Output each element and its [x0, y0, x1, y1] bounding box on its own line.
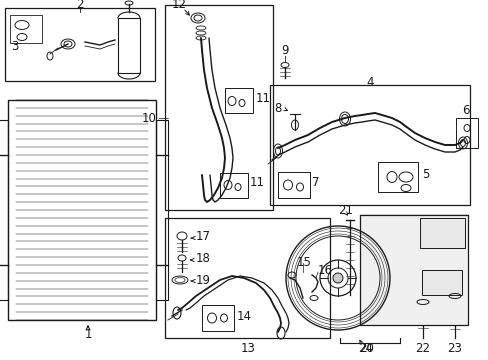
Bar	[419, 218, 464, 248]
Text: 3: 3	[11, 40, 19, 53]
Bar	[8, 100, 156, 320]
Bar	[220, 173, 247, 198]
Bar	[224, 88, 252, 113]
Text: 16: 16	[317, 264, 332, 276]
Text: 14: 14	[237, 310, 251, 323]
Text: 15: 15	[296, 256, 311, 269]
Bar	[10, 15, 42, 43]
Text: 12: 12	[172, 0, 186, 12]
Bar	[118, 18, 140, 73]
Text: 18: 18	[196, 252, 210, 265]
Bar	[202, 305, 234, 331]
Text: 2: 2	[76, 0, 83, 12]
Text: 17: 17	[196, 230, 210, 243]
Text: 7: 7	[311, 176, 319, 189]
Bar	[278, 172, 309, 198]
Bar	[377, 162, 417, 192]
Bar	[359, 215, 467, 325]
Text: 23: 23	[447, 342, 462, 355]
Text: 10: 10	[142, 112, 157, 125]
Bar	[164, 218, 329, 338]
Bar	[0, 120, 8, 300]
Text: 19: 19	[196, 274, 210, 287]
Text: 13: 13	[240, 342, 255, 355]
Bar	[455, 118, 477, 148]
Bar	[421, 270, 461, 295]
Text: 22: 22	[415, 342, 429, 355]
Text: 4: 4	[366, 76, 373, 89]
Text: 24: 24	[358, 342, 373, 355]
Circle shape	[332, 273, 342, 283]
Text: 11: 11	[256, 91, 270, 104]
Text: 20: 20	[359, 342, 374, 355]
Text: 1: 1	[84, 328, 92, 342]
Bar	[164, 5, 272, 210]
Text: 11: 11	[249, 176, 264, 189]
Bar	[5, 8, 155, 81]
Text: 8: 8	[274, 102, 282, 114]
Text: 5: 5	[421, 168, 428, 181]
Text: 9: 9	[281, 44, 288, 57]
Text: 21: 21	[337, 203, 352, 216]
Text: 6: 6	[461, 104, 468, 117]
Bar	[156, 120, 168, 300]
Bar	[269, 85, 469, 205]
